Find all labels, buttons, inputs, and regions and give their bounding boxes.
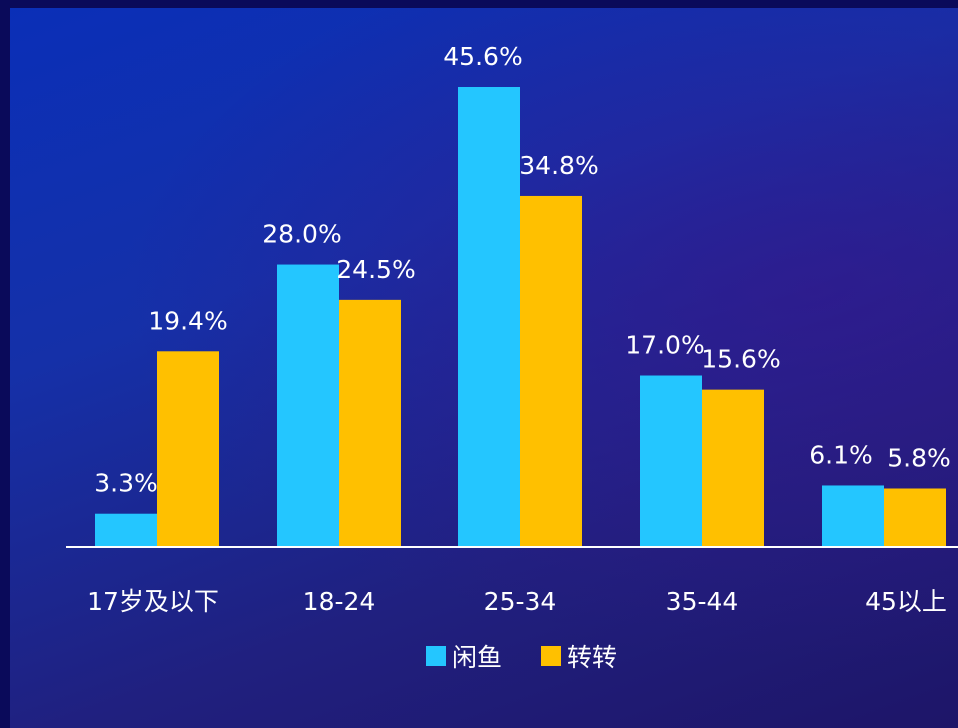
data-label-xianyu-0: 3.3% bbox=[94, 469, 158, 498]
data-label-xianyu-3: 17.0% bbox=[625, 331, 704, 360]
bar-zhuanzhuan-3 bbox=[702, 389, 764, 547]
data-label-zhuanzhuan-2: 34.8% bbox=[519, 151, 598, 180]
x-tick-label-1: 18-24 bbox=[303, 587, 376, 616]
legend-swatch-zhuanzhuan bbox=[541, 646, 561, 666]
bar-zhuanzhuan-4 bbox=[884, 488, 946, 547]
x-tick-label-3: 35-44 bbox=[666, 587, 739, 616]
bar-zhuanzhuan-1 bbox=[339, 299, 401, 547]
data-label-zhuanzhuan-1: 24.5% bbox=[336, 255, 415, 284]
x-tick-label-2: 25-34 bbox=[484, 587, 557, 616]
legend-swatch-xianyu bbox=[426, 646, 446, 666]
bar-xianyu-0 bbox=[95, 513, 157, 547]
legend-label-zhuanzhuan: 转转 bbox=[567, 643, 617, 672]
legend-label-xianyu: 闲鱼 bbox=[452, 643, 502, 672]
data-label-zhuanzhuan-4: 5.8% bbox=[887, 443, 951, 472]
x-tick-label-4: 45以上 bbox=[865, 587, 947, 616]
bar-zhuanzhuan-0 bbox=[157, 351, 219, 547]
data-label-zhuanzhuan-3: 15.6% bbox=[701, 345, 780, 374]
bar-xianyu-3 bbox=[640, 375, 702, 547]
bar-zhuanzhuan-2 bbox=[520, 195, 582, 547]
bar-xianyu-1 bbox=[277, 264, 339, 547]
bar-xianyu-2 bbox=[458, 87, 520, 547]
data-label-xianyu-2: 45.6% bbox=[443, 42, 522, 71]
bar-xianyu-4 bbox=[822, 485, 884, 547]
data-label-zhuanzhuan-0: 19.4% bbox=[148, 306, 227, 335]
data-label-xianyu-1: 28.0% bbox=[262, 220, 341, 249]
data-label-xianyu-4: 6.1% bbox=[809, 440, 873, 469]
x-tick-label-0: 17岁及以下 bbox=[87, 587, 219, 616]
